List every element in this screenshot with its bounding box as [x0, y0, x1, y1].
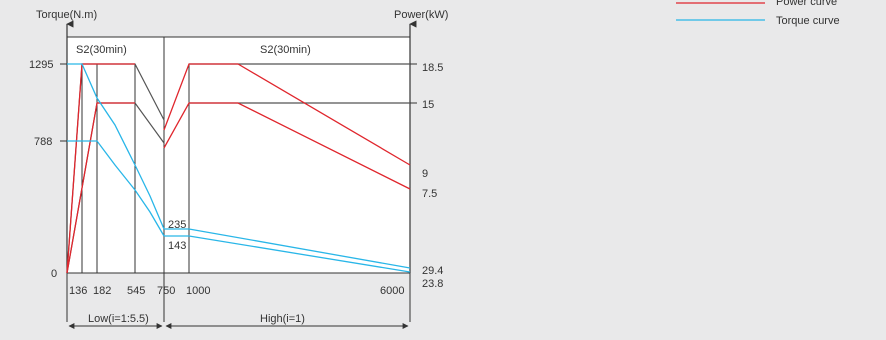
x-tick-label: 750: [157, 285, 175, 297]
plot-area: [66, 36, 411, 274]
right-tick-label: 15: [422, 99, 434, 111]
x-tick-label: 6000: [380, 285, 404, 297]
power-curve-high-s2: [163, 63, 411, 166]
y-left-axis-label: Torque(N.m): [36, 9, 97, 21]
right-tick-label: 29.4: [422, 265, 443, 277]
right-tick-label: 7.5: [422, 188, 437, 200]
x-tick-label: 545: [127, 285, 145, 297]
torque-point-label: 143: [168, 240, 186, 252]
left-tick-label: 0: [51, 268, 57, 280]
left-tick-label: 788: [34, 136, 52, 148]
legend-power-label: Power curve: [776, 0, 837, 8]
left-tick-label: 1295: [29, 59, 53, 71]
legend-torque-label: Torque curve: [776, 15, 840, 27]
x-tick-label: 182: [93, 285, 111, 297]
y-right-axis-label: Power(kW): [394, 9, 448, 21]
x-tick-label: 1000: [186, 285, 210, 297]
torque-curve-s2: [67, 63, 165, 230]
region-label-low: S2(30min): [76, 44, 127, 56]
power-curve-s1: [66, 102, 135, 274]
x-tick-label: 136: [69, 285, 87, 297]
region-label-high: S2(30min): [260, 44, 311, 56]
torque-curve-high-s1: [164, 235, 411, 273]
torque-curve-high-s2: [164, 228, 411, 269]
high-range-label: High(i=1): [260, 313, 305, 325]
torque-point-label: 235: [168, 219, 186, 231]
right-tick-label: 18.5: [422, 62, 443, 74]
right-tick-label: 9: [422, 168, 428, 180]
right-tick-label: 23.8: [422, 278, 443, 290]
power-curve-high-s1: [163, 102, 411, 190]
low-range-label: Low(i=1:5.5): [88, 313, 149, 325]
torque-curve-s1: [67, 140, 165, 237]
